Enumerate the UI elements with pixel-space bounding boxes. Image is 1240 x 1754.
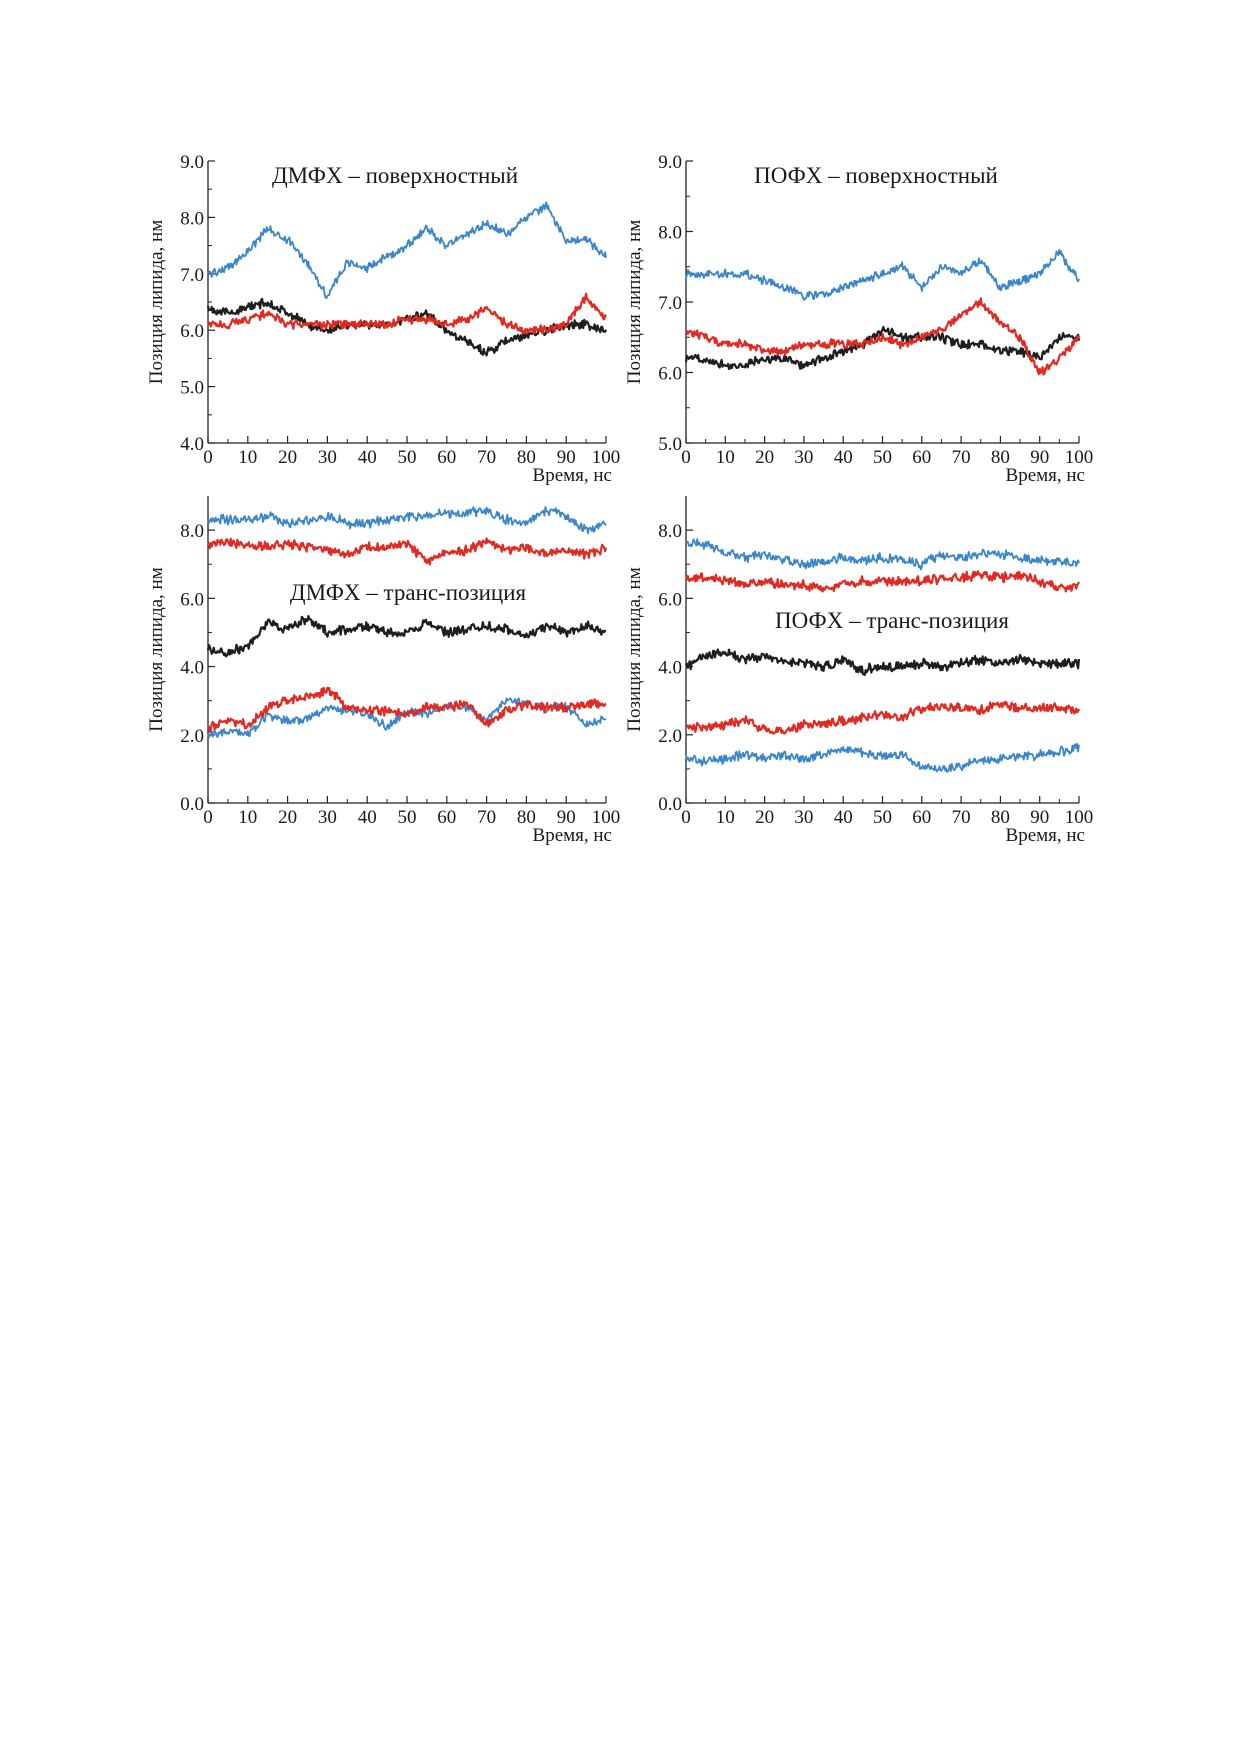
y-tick-label: 9.0 bbox=[180, 152, 204, 173]
series-line-2 bbox=[206, 297, 608, 357]
series-line-2 bbox=[684, 325, 1081, 370]
chart-panel-3: 0 10 20 30 40 50 60 70 80 90 100 0.0 2.0 4.0 6.0 8.0 Вре… bbox=[146, 496, 620, 846]
y-axis-title: Позиция липида, нм bbox=[624, 567, 645, 732]
x-tick-label: 60 bbox=[437, 447, 456, 468]
y-tick-label: 8.0 bbox=[180, 208, 204, 229]
y-tick-label: 4.0 bbox=[180, 658, 204, 679]
panel-title: ДМФХ – поверхностный bbox=[272, 163, 518, 188]
series-line-3 bbox=[685, 297, 1080, 376]
series-line-1 bbox=[685, 248, 1080, 301]
x-tick-label: 10 bbox=[238, 807, 257, 828]
y-tick-label: 8.0 bbox=[180, 521, 204, 542]
x-tick-label: 50 bbox=[873, 807, 892, 828]
y-tick-label: 4.0 bbox=[180, 434, 204, 455]
y-tick-label: 2.0 bbox=[658, 726, 682, 747]
y-axis-title: Позиция липида, нм bbox=[146, 567, 167, 732]
x-tick-label: 30 bbox=[318, 807, 337, 828]
x-tick-label: 70 bbox=[477, 807, 496, 828]
panel-title: ПОФХ – транс-позиция bbox=[775, 608, 1009, 633]
x-tick-label: 0 bbox=[203, 447, 213, 468]
x-tick-label: 70 bbox=[952, 447, 971, 468]
x-tick-label: 100 bbox=[592, 807, 621, 828]
x-tick-label: 20 bbox=[278, 807, 297, 828]
y-tick-label: 9.0 bbox=[658, 152, 682, 173]
x-tick-label: 50 bbox=[398, 807, 417, 828]
x-tick-label: 0 bbox=[681, 447, 691, 468]
figure: 0 10 20 30 40 50 60 70 80 90 1004.05.06.07.08.09.0… bbox=[146, 152, 1093, 846]
x-tick-label: 90 bbox=[557, 807, 576, 828]
x-tick-label: 0 bbox=[681, 807, 691, 828]
y-axis-title: Позиция липида, нм bbox=[624, 220, 645, 385]
y-tick-label: 8.0 bbox=[658, 223, 682, 244]
series-line-3 bbox=[206, 614, 607, 658]
y-tick-label: 6.0 bbox=[658, 589, 682, 610]
x-axis-title: Время, нс bbox=[1006, 465, 1085, 486]
x-tick-label: 90 bbox=[1030, 807, 1049, 828]
x-tick-label: 10 bbox=[716, 447, 735, 468]
series-line-1 bbox=[685, 538, 1080, 571]
series-line-3 bbox=[685, 648, 1081, 677]
x-tick-label: 40 bbox=[834, 807, 853, 828]
y-tick-label: 0.0 bbox=[180, 794, 204, 815]
series-line-3 bbox=[207, 292, 607, 335]
x-tick-label: 90 bbox=[557, 447, 576, 468]
y-axis-title: Позиция липида, нм bbox=[146, 220, 167, 385]
chart-panel-1: 0 10 20 30 40 50 60 70 80 90 100 4.0 5.0 6.0 7.0 8.0 9.0… bbox=[146, 152, 620, 486]
x-tick-label: 10 bbox=[716, 807, 735, 828]
x-tick-label: 100 bbox=[592, 447, 621, 468]
chart-panel-4: 0 10 20 30 40 50 60 70 80 90 100 0.0 2.0 4.0 6.0 8.0 Вре… bbox=[624, 496, 1093, 846]
x-tick-label: 40 bbox=[358, 807, 377, 828]
series-line-4 bbox=[685, 700, 1081, 735]
chart-panel-2: 0 10 20 30 40 50 60 70 80 90 100 5.0 6.0 7.0 8.0 9.0 Вре… bbox=[624, 152, 1093, 486]
x-tick-label: 90 bbox=[1030, 447, 1049, 468]
series-line-2 bbox=[684, 570, 1080, 593]
x-tick-label: 50 bbox=[398, 447, 417, 468]
x-tick-label: 80 bbox=[517, 807, 536, 828]
x-axis-title: Время, нс bbox=[533, 825, 612, 846]
y-tick-label: 7.0 bbox=[658, 293, 682, 314]
x-axis-title: Время, нс bbox=[533, 465, 612, 486]
x-tick-label: 30 bbox=[794, 807, 813, 828]
panel-title: ПОФХ – поверхностный bbox=[754, 163, 998, 188]
x-tick-label: 60 bbox=[437, 807, 456, 828]
x-tick-label: 100 bbox=[1065, 807, 1094, 828]
x-tick-label: 80 bbox=[517, 447, 536, 468]
x-axis-title: Время, нс bbox=[1006, 825, 1085, 846]
panel-title: ДМФХ – транс-позиция bbox=[290, 580, 527, 605]
x-tick-label: 20 bbox=[755, 447, 774, 468]
series-line-5 bbox=[206, 686, 607, 734]
x-tick-label: 20 bbox=[755, 807, 774, 828]
y-tick-label: 6.0 bbox=[180, 589, 204, 610]
y-tick-label: 0.0 bbox=[658, 794, 682, 815]
series-line-2 bbox=[206, 537, 608, 566]
series-line-1 bbox=[207, 505, 607, 535]
x-tick-label: 30 bbox=[318, 447, 337, 468]
x-tick-label: 80 bbox=[991, 447, 1010, 468]
y-tick-label: 6.0 bbox=[658, 364, 682, 385]
x-tick-label: 30 bbox=[794, 447, 813, 468]
y-tick-label: 5.0 bbox=[180, 378, 204, 399]
x-tick-label: 60 bbox=[912, 447, 931, 468]
x-tick-label: 80 bbox=[991, 807, 1010, 828]
x-tick-label: 40 bbox=[358, 447, 377, 468]
y-tick-label: 8.0 bbox=[658, 521, 682, 542]
x-tick-label: 60 bbox=[912, 807, 931, 828]
x-tick-label: 70 bbox=[952, 807, 971, 828]
x-tick-label: 10 bbox=[238, 447, 257, 468]
y-tick-label: 5.0 bbox=[658, 434, 682, 455]
x-tick-label: 40 bbox=[834, 447, 853, 468]
y-tick-label: 7.0 bbox=[180, 265, 204, 286]
y-tick-label: 2.0 bbox=[180, 726, 204, 747]
x-tick-label: 100 bbox=[1065, 447, 1094, 468]
y-tick-label: 4.0 bbox=[658, 658, 682, 679]
x-tick-label: 70 bbox=[477, 447, 496, 468]
series-line-1 bbox=[207, 201, 607, 300]
x-tick-label: 50 bbox=[873, 447, 892, 468]
x-tick-label: 0 bbox=[203, 807, 213, 828]
series-line-5 bbox=[685, 743, 1080, 773]
x-tick-label: 20 bbox=[278, 447, 297, 468]
y-tick-label: 6.0 bbox=[180, 321, 204, 342]
